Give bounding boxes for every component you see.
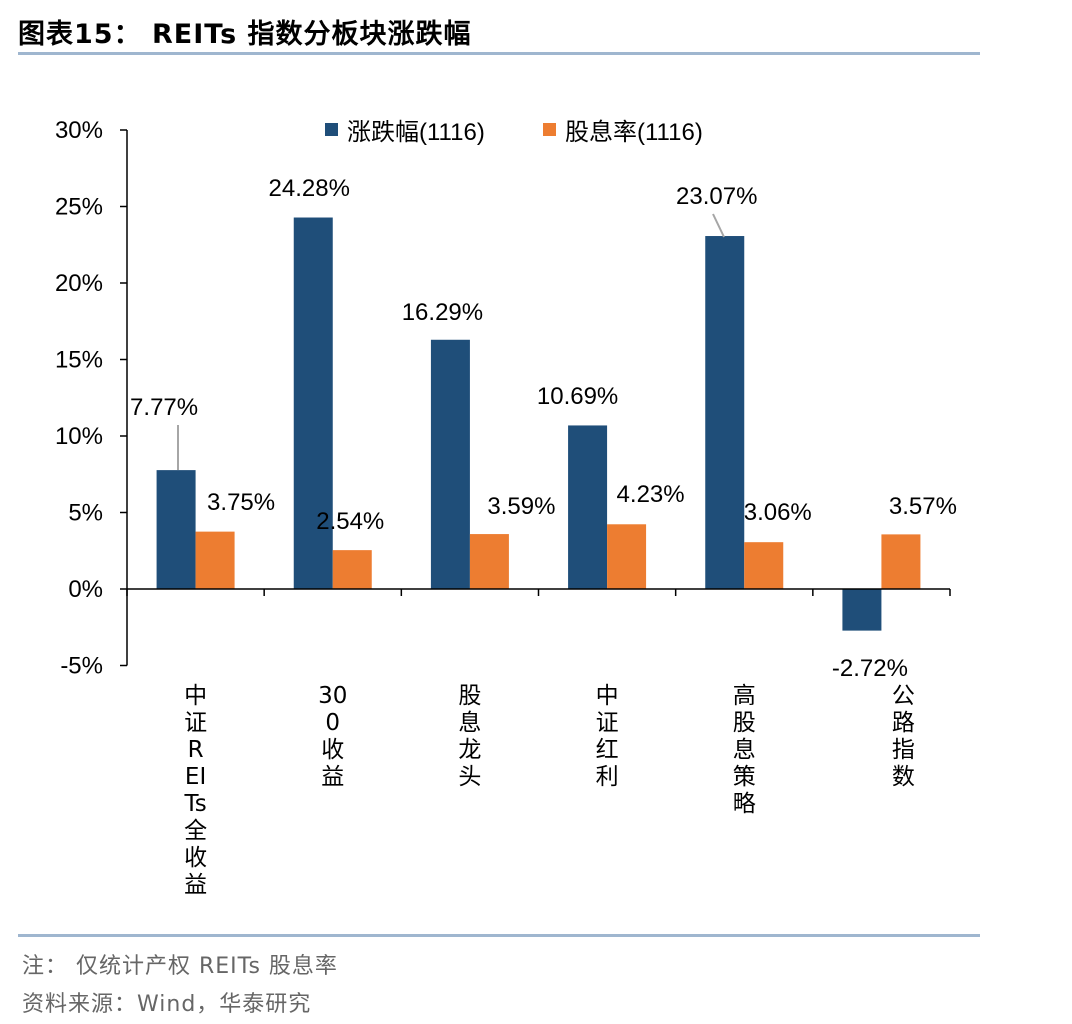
y-tick-label: 0%: [68, 576, 103, 603]
category-label: 股息龙头: [458, 683, 482, 790]
bar-dividend-yield: [195, 531, 235, 589]
data-label-change: 7.77%: [130, 394, 198, 421]
legend-swatch-dividend-yield: [543, 123, 556, 136]
bar-change: [842, 589, 882, 631]
legend-label-change: 涨跌幅(1116): [347, 119, 485, 146]
bar-chart: -5% 0% 5% 10% 15% 20% 25% 30% 7.77% 3.75% 24.28% 2…: [55, 117, 957, 682]
bar-change: [430, 339, 470, 589]
y-tick-label: 30%: [55, 117, 103, 144]
category-label: 高股息策略: [732, 683, 756, 817]
data-label-change: 24.28%: [269, 175, 350, 202]
data-label-change: 10.69%: [537, 383, 618, 410]
bar-change: [705, 236, 745, 590]
footnote: 注： 仅统计产权 REITs 股息率: [22, 954, 338, 979]
data-label-dividend-yield: 3.59%: [487, 493, 555, 520]
legend: 涨跌幅(1116) 股息率(1116): [325, 119, 703, 146]
bar-change: [568, 425, 608, 589]
bar-change: [293, 217, 333, 590]
y-tick-label: 10%: [55, 423, 103, 450]
category-label: 中证REITs全收益: [184, 683, 208, 898]
category-label: 中证红利: [595, 683, 619, 790]
bar-dividend-yield: [607, 524, 647, 589]
data-label-change: -2.72%: [832, 655, 908, 682]
x-axis: [126, 588, 951, 596]
leader-line: [712, 213, 725, 238]
bar-dividend-yield: [469, 534, 509, 589]
data-label-dividend-yield: 3.06%: [744, 499, 812, 526]
bar-change: [156, 470, 196, 589]
bottom-divider: [18, 934, 980, 937]
data-label-change: 23.07%: [676, 183, 757, 210]
y-tick-label: -5%: [60, 653, 103, 680]
bar-dividend-yield: [881, 534, 921, 589]
data-labels: 7.77% 3.75% 24.28% 2.54% 16.29% 3.59% 10.69% 4.…: [130, 175, 957, 682]
data-label-change: 16.29%: [402, 299, 483, 326]
bars: [156, 217, 921, 631]
legend-swatch-change: [325, 123, 338, 136]
data-label-dividend-yield: 3.57%: [889, 493, 957, 520]
y-tick-label: 5%: [68, 500, 103, 527]
y-axis: -5% 0% 5% 10% 15% 20% 25% 30%: [55, 117, 128, 680]
bar-dividend-yield: [332, 550, 372, 589]
bar-dividend-yield: [744, 542, 784, 589]
data-label-dividend-yield: 3.75%: [207, 489, 275, 516]
top-divider: [18, 52, 980, 55]
category-label: 公路指数: [891, 683, 915, 790]
source-note: 资料来源：Wind，华泰研究: [22, 992, 312, 1017]
data-label-dividend-yield: 2.54%: [316, 508, 384, 535]
y-tick-label: 25%: [55, 194, 103, 221]
chart-title: 图表15： REITs 指数分板块涨跌幅: [18, 19, 472, 50]
y-tick-label: 15%: [55, 347, 103, 374]
legend-label-dividend-yield: 股息率(1116): [565, 119, 703, 146]
y-tick-label: 20%: [55, 270, 103, 297]
data-label-dividend-yield: 4.23%: [617, 481, 685, 508]
category-label: 300收益: [318, 683, 348, 790]
